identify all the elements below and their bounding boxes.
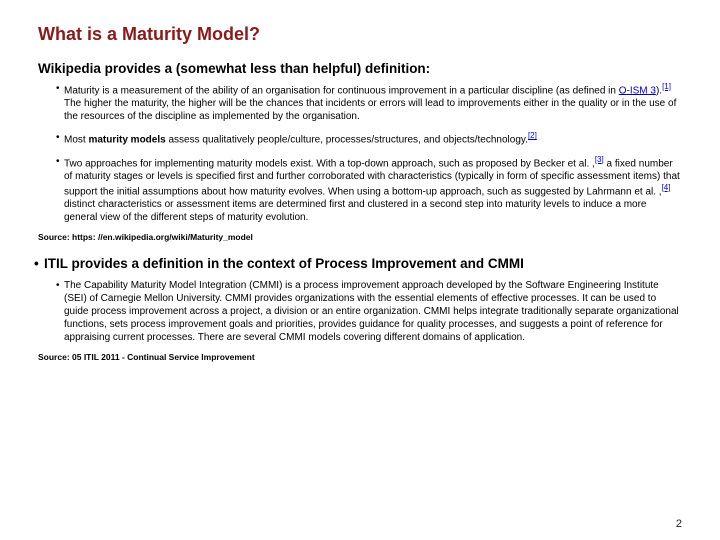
citation-4[interactable]: [4] (662, 183, 671, 192)
bullet-maturity-def: Maturity is a measurement of the ability… (56, 82, 682, 123)
text-fragment: The Capability Maturity Model Integratio… (64, 280, 679, 343)
source-wikipedia: Source: https: //en.wikipedia.org/wiki/M… (38, 232, 682, 242)
text-fragment: assess qualitatively people/culture, pro… (166, 135, 528, 146)
text-fragment: The higher the maturity, the higher will… (64, 98, 676, 122)
itil-subheading: ITIL provides a definition in the contex… (38, 256, 682, 271)
text-fragment: Two approaches for implementing maturity… (64, 158, 595, 169)
bullet-cmmi: The Capability Maturity Model Integratio… (56, 279, 682, 344)
wikipedia-subheading: Wikipedia provides a (somewhat less than… (38, 61, 682, 76)
text-fragment: Maturity is a measurement of the ability… (64, 85, 619, 96)
citation-3[interactable]: [3] (595, 155, 604, 164)
bold-phrase: maturity models (88, 135, 165, 146)
wikipedia-bullets: Maturity is a measurement of the ability… (38, 82, 682, 224)
citation-1[interactable]: [1] (662, 82, 671, 91)
slide-title: What is a Maturity Model? (38, 24, 682, 45)
bullet-two-approaches: Two approaches for implementing maturity… (56, 155, 682, 225)
citation-2[interactable]: [2] (528, 131, 537, 140)
bullet-most-models: Most maturity models assess qualitativel… (56, 131, 682, 146)
oism3-link[interactable]: O-ISM 3 (619, 85, 656, 96)
text-fragment: Most (64, 135, 88, 146)
page-number: 2 (676, 518, 682, 530)
source-itil: Source: 05 ITIL 2011 - Continual Service… (38, 352, 682, 362)
text-fragment: distinct characteristics or assessment i… (64, 199, 646, 223)
itil-bullets: The Capability Maturity Model Integratio… (38, 279, 682, 344)
